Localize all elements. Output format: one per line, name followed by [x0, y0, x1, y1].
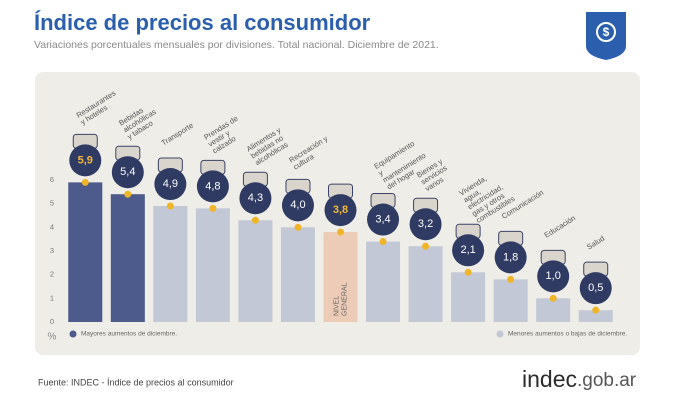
bar [366, 241, 401, 322]
bar-dot [507, 275, 515, 283]
bar-dot [337, 228, 344, 236]
bar [280, 227, 315, 322]
logo-main: indec [522, 366, 577, 392]
value-badge [409, 208, 442, 241]
bar [238, 220, 273, 322]
legend-swatch [69, 330, 77, 338]
value-label: 3,4 [375, 213, 390, 225]
legend-label: Mayores aumentos de diciembre. [81, 331, 177, 338]
value-badge [452, 234, 485, 267]
value-label: 1,0 [546, 270, 561, 282]
y-tick-label: 4 [50, 222, 54, 231]
value-badge [579, 272, 612, 305]
bar-dot [209, 204, 217, 212]
label-line: NIVEL [333, 296, 340, 316]
y-tick-label: 1 [50, 293, 54, 302]
bar-dot [422, 242, 430, 250]
value-badge [324, 194, 357, 227]
value-label: 0,5 [588, 282, 603, 294]
bar [493, 279, 528, 322]
label-line: y [377, 168, 385, 178]
y-tick-label: 2 [50, 270, 54, 279]
legend-swatch [496, 330, 504, 338]
bar [408, 246, 443, 322]
bar-inner-label: NIVELGENERAL [333, 282, 348, 316]
label-line: GENERAL [341, 282, 348, 316]
y-tick-label: 3 [50, 246, 54, 255]
value-badge [367, 203, 400, 236]
y-axis-label: % [48, 332, 57, 343]
bar [68, 182, 103, 322]
bar-dot [251, 216, 259, 224]
bar-dot [592, 306, 600, 314]
bar-dot [124, 190, 132, 198]
svg-text:$: $ [603, 25, 610, 39]
bar-dot [379, 238, 387, 246]
bar [323, 232, 358, 322]
value-badge [239, 182, 272, 215]
value-badge [154, 168, 187, 201]
value-badge [494, 241, 527, 274]
bar [578, 310, 613, 322]
legend-label: Menores aumentos o bajas de diciembre. [508, 331, 627, 338]
value-label: 2,1 [460, 244, 475, 256]
bar-dot [166, 202, 174, 210]
bar [536, 298, 571, 322]
bar [451, 272, 486, 322]
value-badge [69, 144, 102, 177]
value-label: 5,9 [78, 154, 93, 166]
bar-dot [294, 223, 302, 231]
bar-dot [81, 178, 89, 186]
value-badge [111, 156, 144, 189]
value-label: 5,4 [120, 166, 135, 178]
chart-title: Índice de precios al consumidor [34, 10, 371, 35]
logo-badge: $ [586, 12, 626, 60]
chart-subtitle: Variaciones porcentuales mensuales por d… [34, 39, 439, 51]
logo-domain: .gob.ar [577, 370, 637, 391]
value-badge [537, 260, 570, 293]
value-label: 4,8 [205, 180, 220, 192]
value-label: 4,0 [290, 199, 305, 211]
value-label: 3,2 [418, 218, 433, 230]
source: Fuente: INDEC - Índice de precios al con… [38, 377, 234, 387]
y-tick-label: 5 [50, 199, 54, 208]
value-label: 4,9 [163, 178, 178, 190]
logo-text: indec.gob.ar [522, 366, 637, 392]
y-tick-label: 6 [50, 175, 54, 184]
value-badge [196, 170, 229, 203]
bar-dot [464, 268, 472, 276]
bar [195, 208, 230, 322]
bar-dot [549, 294, 557, 302]
bar [110, 194, 145, 322]
y-tick-label: 0 [50, 317, 54, 326]
bar [153, 206, 188, 322]
value-badge [281, 189, 314, 222]
value-label: 3,8 [333, 204, 348, 216]
value-label: 4,3 [248, 192, 263, 204]
value-label: 1,8 [503, 251, 518, 263]
